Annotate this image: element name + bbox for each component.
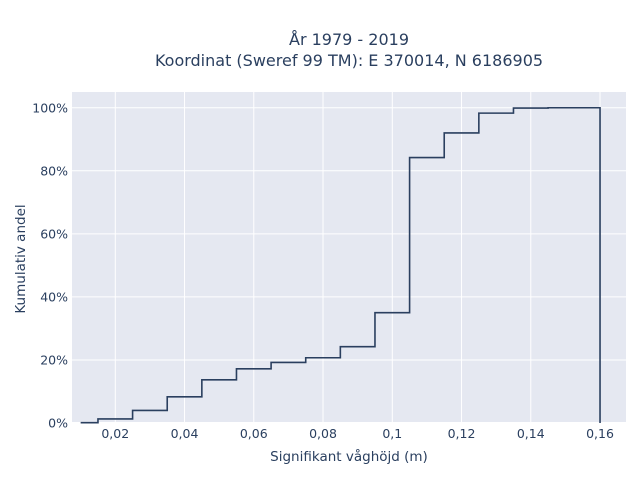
y-tick-label: 60% bbox=[40, 226, 68, 241]
chart-title-line2: Koordinat (Sweref 99 TM): E 370014, N 61… bbox=[155, 51, 543, 70]
y-tick-label: 20% bbox=[40, 352, 68, 367]
x-tick-label: 0,06 bbox=[240, 426, 268, 441]
x-tick-label: 0,14 bbox=[517, 426, 545, 441]
chart-title-line1: År 1979 - 2019 bbox=[289, 30, 409, 49]
y-axis-ticks: 0% 20% 40% 60% 80% 100% bbox=[32, 100, 68, 430]
x-axis-title: Signifikant våghöjd (m) bbox=[270, 448, 428, 465]
y-tick-label: 100% bbox=[32, 100, 68, 115]
x-tick-label: 0,04 bbox=[171, 426, 199, 441]
plot-background bbox=[72, 92, 626, 423]
x-tick-label: 0,1 bbox=[382, 426, 402, 441]
y-tick-label: 0% bbox=[48, 416, 68, 431]
series-step-line bbox=[80, 106, 601, 424]
series-layer bbox=[80, 106, 601, 424]
y-axis-title: Kumulativ andel bbox=[13, 204, 29, 313]
x-axis-ticks: 0,02 0,04 0,06 0,08 0,1 0,12 0,14 0,16 bbox=[101, 426, 614, 441]
y-tick-label: 80% bbox=[40, 163, 68, 178]
x-tick-label: 0,16 bbox=[586, 426, 614, 441]
x-tick-label: 0,02 bbox=[101, 426, 129, 441]
x-tick-label: 0,12 bbox=[448, 426, 476, 441]
x-tick-label: 0,08 bbox=[309, 426, 337, 441]
y-tick-label: 40% bbox=[40, 289, 68, 304]
